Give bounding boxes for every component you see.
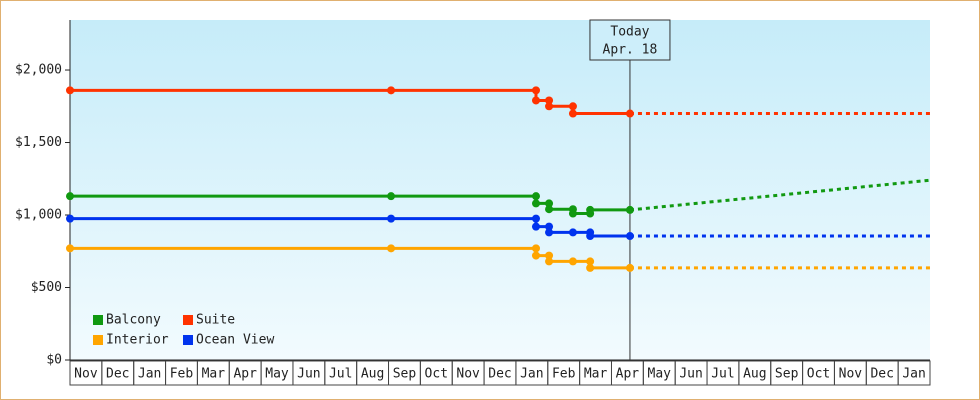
data-point [545, 228, 554, 237]
x-tick-label: Jun [679, 367, 702, 382]
data-point [531, 244, 540, 253]
x-tick-label: Dec [870, 367, 893, 382]
x-tick-label: Jan [138, 367, 161, 382]
data-point [568, 109, 577, 118]
legend-label: Ocean View [196, 333, 274, 348]
today-date: Apr. 18 [603, 43, 658, 58]
data-point [531, 96, 540, 105]
x-tick-label: Jun [297, 367, 320, 382]
x-tick-cell [897, 360, 931, 386]
data-point [66, 192, 74, 201]
data-point [66, 244, 74, 253]
data-point [531, 199, 540, 208]
today-label: Today [610, 25, 649, 40]
plot-area [70, 20, 930, 360]
legend-label: Balcony [106, 313, 161, 328]
x-tick-label: Aug [361, 367, 384, 382]
x-tick-label: Nov [839, 367, 863, 382]
x-tick-label: May [265, 367, 289, 382]
x-tick-label: Jan [902, 367, 925, 382]
data-point [545, 251, 554, 260]
data-point [545, 222, 554, 231]
data-point [586, 263, 595, 272]
data-point [568, 209, 577, 218]
y-tick-label: $500 [31, 280, 62, 295]
today-box [589, 19, 671, 61]
data-point [625, 205, 634, 214]
x-tick-label: Sep [775, 367, 799, 382]
data-point [545, 96, 554, 105]
data-point [625, 263, 634, 272]
data-point [568, 228, 577, 237]
x-tick-label: Apr [616, 367, 640, 382]
legend-label: Suite [196, 313, 235, 328]
x-tick-label: Jul [329, 367, 352, 382]
x-tick-label: Oct [425, 367, 448, 382]
data-point [387, 244, 396, 253]
x-tick-label: Feb [170, 367, 194, 382]
x-tick-label: Aug [743, 367, 766, 382]
chart-layer: $0 $500 $1,000 $1,500 $2,000 Nov Dec Jan Feb Mar A… [15, 19, 931, 386]
y-tick-label: $2,000 [15, 63, 62, 78]
data-point [387, 192, 396, 201]
data-point [545, 102, 554, 111]
data-point [531, 192, 540, 201]
legend-swatch [93, 315, 103, 325]
data-point [545, 199, 554, 208]
legend-swatch [183, 315, 193, 325]
data-point [586, 232, 595, 241]
x-tick-label: Dec [106, 367, 129, 382]
data-point [531, 222, 540, 231]
y-tick-label: $1,000 [15, 208, 62, 223]
data-point [545, 205, 554, 214]
data-point [586, 205, 595, 214]
x-tick-label: Jan [520, 367, 543, 382]
data-point [66, 214, 74, 223]
data-point [66, 86, 74, 95]
legend-swatch [93, 335, 103, 345]
data-point [625, 232, 634, 241]
legend-swatch [183, 335, 193, 345]
data-point [531, 251, 540, 260]
x-tick-label: Nov [456, 367, 480, 382]
x-tick-label: Nov [74, 367, 98, 382]
x-tick-label: Mar [584, 367, 608, 382]
data-point [586, 257, 595, 266]
x-tick-label: Oct [807, 367, 830, 382]
x-tick-label: Sep [393, 367, 417, 382]
y-tick-label: $1,500 [15, 135, 62, 150]
x-tick-label: May [648, 367, 672, 382]
projection-line [629, 178, 931, 212]
y-tick-label: $0 [46, 353, 62, 368]
data-point [531, 86, 540, 95]
data-point [387, 86, 396, 95]
x-tick-label: Dec [488, 367, 511, 382]
x-tick-label: Apr [233, 367, 257, 382]
x-tick-label: Mar [202, 367, 226, 382]
x-tick-label: Feb [552, 367, 576, 382]
data-point [387, 214, 396, 223]
data-point [531, 214, 540, 223]
data-point [545, 257, 554, 266]
x-tick-label: Jul [711, 367, 734, 382]
data-point [568, 257, 577, 266]
data-point [625, 109, 634, 118]
data-point [568, 102, 577, 111]
legend-label: Interior [106, 333, 169, 348]
